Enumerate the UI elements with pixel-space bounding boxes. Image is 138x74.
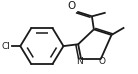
Text: O: O — [99, 57, 106, 66]
Text: N: N — [76, 57, 83, 66]
Text: Cl: Cl — [2, 42, 10, 51]
Text: O: O — [67, 1, 76, 11]
